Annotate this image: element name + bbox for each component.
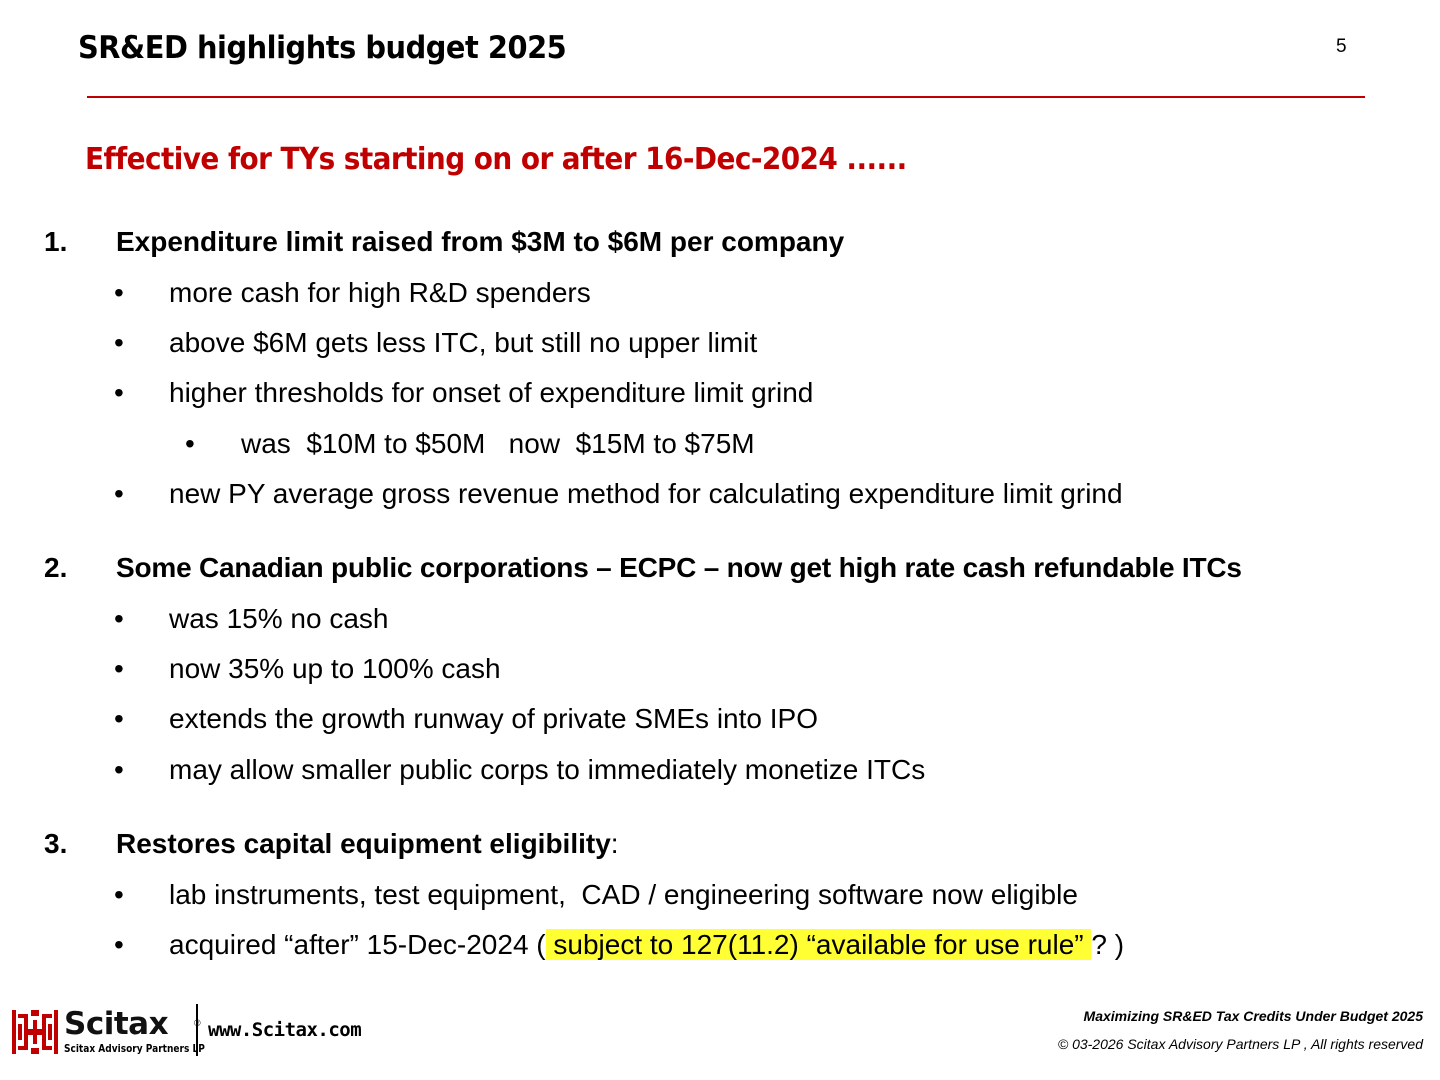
section-number: 1. [44,226,68,257]
bullet-glyph: • [114,653,124,684]
slide-title: SR&ED highlights budget 2025 [78,30,567,66]
bullet-glyph: • [114,327,124,358]
bullet-text: extends the growth runway of private SME… [169,703,818,734]
section-heading: Expenditure limit raised from $3M to $6M… [116,226,845,257]
page-number: 5 [1336,36,1347,57]
bullet-text: above $6M gets less ITC, but still no up… [169,327,758,358]
bullet-text-before: acquired “after” 15-Dec-2024 ( [169,929,546,960]
website-link[interactable]: www.Scitax.com [208,1019,362,1041]
bullet-text-highlighted: acquired “after” 15-Dec-2024 ( subject t… [169,929,1124,961]
section-heading-text: Restores capital equipment eligibility [116,828,611,859]
bullet-glyph: • [114,754,124,785]
title-divider [87,96,1365,98]
bullet-glyph: • [114,929,124,960]
scitax-logo-icon [12,1010,58,1054]
bullet-glyph: • [114,879,124,910]
logo-subtitle: Scitax Advisory Partners LP [64,1042,205,1055]
section-number: 3. [44,828,68,859]
highlighted-text: subject to 127(11.2) “available for use … [545,929,1092,960]
sub-bullet-text: was $10M to $50M now $15M to $75M [241,428,755,459]
bullet-glyph: • [114,377,124,408]
bullet-text: may allow smaller public corps to immedi… [169,754,926,785]
bullet-glyph: • [114,277,124,308]
section-heading: Restores capital equipment eligibility: [116,828,619,860]
section-heading: Some Canadian public corporations – ECPC… [116,552,1242,583]
bullet-text: now 35% up to 100% cash [169,653,501,684]
section-number: 2. [44,552,68,583]
section-heading-suffix: : [610,828,619,859]
footer-course-title: Maximizing SR&ED Tax Credits Under Budge… [1083,1008,1423,1024]
bullet-text: lab instruments, test equipment, CAD / e… [169,879,1078,910]
bullet-text: higher thresholds for onset of expenditu… [169,377,814,408]
bullet-text: new PY average gross revenue method for … [169,478,1123,509]
logo-wordmark: Scitax [64,1006,169,1042]
footer-divider [196,1004,198,1056]
bullet-glyph: • [114,703,124,734]
bullet-text-after: ? ) [1091,929,1125,960]
bullet-text: more cash for high R&D spenders [169,277,591,308]
bullet-glyph: • [114,478,124,509]
scitax-logo: Scitax ® Scitax Advisory Partners LP [12,1006,205,1058]
slide-subtitle: Effective for TYs starting on or after 1… [85,142,907,177]
sub-bullet-glyph: • [185,428,195,459]
bullet-text: was 15% no cash [169,603,389,634]
bullet-glyph: • [114,603,124,634]
footer-copyright: © 03-2026 Scitax Advisory Partners LP , … [1057,1036,1423,1052]
